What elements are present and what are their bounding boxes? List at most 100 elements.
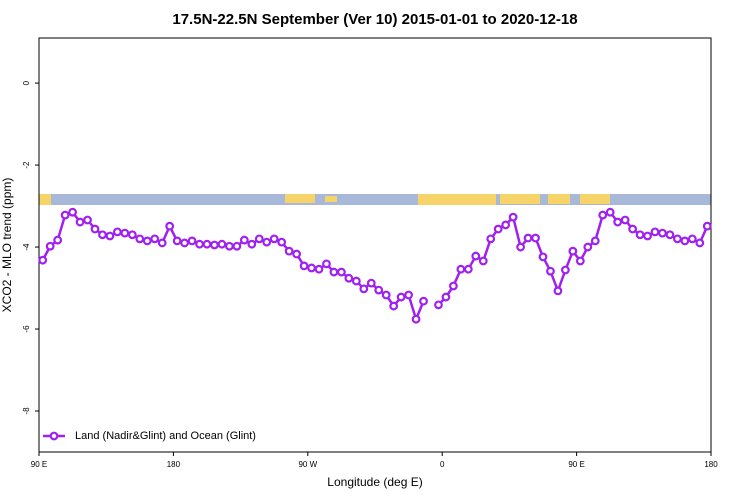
y-tick-label: -6 bbox=[22, 325, 31, 333]
data-point bbox=[598, 210, 608, 220]
data-point bbox=[635, 230, 645, 240]
data-point bbox=[687, 234, 697, 244]
data-point bbox=[605, 207, 615, 217]
data-point bbox=[269, 234, 279, 244]
data-point bbox=[135, 234, 145, 244]
data-point bbox=[695, 238, 705, 248]
x-tick-label: 90 E bbox=[31, 460, 47, 469]
y-axis-title: XCO2 - MLO trend (ppm) bbox=[0, 178, 14, 313]
data-point bbox=[501, 220, 511, 230]
data-point bbox=[389, 301, 399, 311]
data-point bbox=[404, 290, 414, 300]
data-point bbox=[463, 264, 473, 274]
data-point bbox=[351, 276, 361, 286]
data-point bbox=[165, 221, 175, 231]
y-tick-label: 0 bbox=[22, 80, 31, 85]
data-point bbox=[613, 217, 623, 227]
x-tick-label: 0 bbox=[440, 460, 445, 469]
data-point bbox=[553, 286, 563, 296]
data-point bbox=[90, 224, 100, 234]
data-point bbox=[561, 265, 570, 275]
data-point bbox=[702, 221, 712, 231]
data-point bbox=[180, 238, 190, 248]
x-tick-label: 180 bbox=[167, 460, 181, 469]
data-point bbox=[419, 296, 428, 306]
x-tick-label: 90 E bbox=[568, 460, 584, 469]
data-point bbox=[299, 261, 309, 271]
data-point bbox=[575, 256, 585, 266]
data-point bbox=[307, 263, 316, 273]
data-point bbox=[142, 236, 152, 246]
data-point bbox=[187, 236, 197, 246]
data-point bbox=[105, 231, 115, 241]
chart-title: 17.5N-22.5N September (Ver 10) 2015-01-0… bbox=[172, 11, 577, 28]
data-point bbox=[239, 235, 249, 245]
data-point bbox=[486, 234, 496, 244]
data-point bbox=[210, 240, 219, 250]
legend-label: Land (Nadir&Glint) and Ocean (Glint) bbox=[75, 430, 256, 442]
y-tick-label: -8 bbox=[22, 407, 31, 415]
data-point bbox=[568, 246, 578, 256]
data-point bbox=[292, 249, 302, 259]
data-point bbox=[68, 207, 77, 217]
data-point bbox=[314, 264, 324, 274]
data-point bbox=[98, 230, 107, 240]
data-point bbox=[620, 215, 630, 225]
data-point bbox=[471, 251, 481, 261]
data-point bbox=[434, 300, 443, 310]
data-point bbox=[329, 267, 339, 277]
data-point bbox=[247, 239, 257, 249]
land-ocean-strip bbox=[39, 194, 711, 205]
data-point bbox=[493, 224, 503, 234]
data-point bbox=[374, 285, 384, 295]
y-tick-label: -2 bbox=[22, 161, 31, 169]
data-point bbox=[60, 210, 70, 220]
data-point bbox=[546, 266, 555, 276]
y-tick-label: -4 bbox=[22, 243, 31, 251]
data-point bbox=[396, 292, 406, 302]
data-point bbox=[337, 267, 346, 277]
data-point bbox=[680, 236, 690, 246]
data-point bbox=[157, 238, 167, 248]
data-point bbox=[217, 239, 227, 249]
data-point bbox=[277, 237, 287, 247]
data-point bbox=[381, 290, 391, 300]
data-point bbox=[127, 230, 137, 240]
data-point bbox=[531, 233, 540, 243]
data-point bbox=[538, 252, 548, 262]
data-point bbox=[673, 234, 682, 244]
x-axis-title: Longitude (deg E) bbox=[327, 475, 422, 489]
data-point bbox=[172, 236, 182, 246]
data-point bbox=[366, 278, 376, 288]
data-point bbox=[53, 235, 63, 245]
data-point bbox=[441, 292, 451, 302]
data-point bbox=[262, 237, 272, 247]
data-point bbox=[150, 234, 160, 244]
data-point bbox=[516, 242, 525, 252]
data-point bbox=[628, 224, 637, 234]
data-point bbox=[38, 255, 48, 265]
data-point bbox=[449, 281, 458, 291]
x-tick-label: 180 bbox=[704, 460, 718, 469]
data-point bbox=[665, 230, 675, 240]
x-tick-label: 90 W bbox=[298, 460, 317, 469]
data-point bbox=[254, 234, 264, 244]
data-point bbox=[322, 259, 331, 269]
data-point bbox=[284, 246, 294, 256]
data-point bbox=[359, 284, 369, 294]
data-point bbox=[83, 215, 92, 225]
data-point bbox=[590, 236, 600, 246]
data-point bbox=[45, 241, 55, 251]
data-point bbox=[112, 227, 122, 237]
data-point bbox=[658, 228, 667, 238]
series-line bbox=[41, 210, 709, 323]
legend-marker bbox=[49, 431, 59, 441]
data-point bbox=[650, 227, 660, 237]
data-point bbox=[224, 241, 234, 251]
plot-frame bbox=[38, 37, 712, 453]
data-point bbox=[202, 239, 212, 249]
data-point bbox=[75, 217, 85, 227]
data-point bbox=[478, 256, 488, 266]
data-point bbox=[583, 242, 593, 252]
data-point bbox=[508, 212, 518, 222]
